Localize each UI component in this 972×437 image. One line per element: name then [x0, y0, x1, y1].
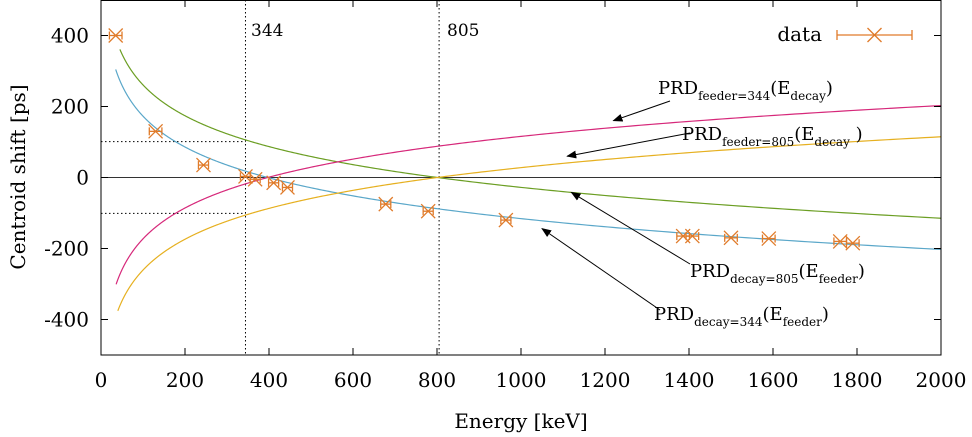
curve-1 [119, 49, 941, 219]
data-point [148, 123, 164, 139]
y-tick-label: 400 [51, 24, 89, 48]
x-tick-label: 800 [418, 368, 456, 392]
data-point [845, 235, 861, 251]
annotation-prd-feeder-344: PRDfeeder=344(Edecay) [658, 78, 833, 103]
x-tick-label: 0 [95, 368, 108, 392]
annotation-prd-feeder-805: PRDfeeder=805(Edecay ) [682, 124, 863, 149]
data-point [280, 179, 295, 195]
reference-lines [101, 0, 941, 355]
x-tick-label: 2000 [916, 368, 967, 392]
legend: data [777, 22, 913, 46]
model-curves [115, 49, 941, 312]
x-tick-label: 400 [250, 368, 288, 392]
arrow-feeder344 [612, 100, 671, 122]
legend-label-data: data [777, 22, 822, 46]
x-tick-label: 600 [334, 368, 372, 392]
x-tick-label: 1200 [580, 368, 631, 392]
annotation-prd-decay-344: PRDdecay=344(Efeeder) [654, 304, 829, 329]
data-point [832, 233, 848, 249]
arrow-feeder805 [566, 132, 691, 159]
curve-0 [115, 69, 941, 251]
data-point [684, 228, 700, 244]
y-tick-label: 200 [51, 95, 89, 119]
data-point [108, 28, 124, 43]
data-points [108, 28, 861, 251]
x-tick-label: 1000 [496, 368, 547, 392]
arrow-decay344 [541, 228, 661, 311]
y-tick-label: -400 [44, 308, 89, 332]
vline-label-805: 805 [447, 21, 479, 41]
curve-2 [115, 104, 941, 285]
axis-ticks: 0 200 400 600 800 1000 1200 1400 1600 1800 2000-40… [44, 0, 966, 392]
annotation-prd-decay-805: PRDdecay=805(Efeeder) [690, 261, 865, 286]
y-tick-label: -200 [44, 237, 89, 261]
annotation-arrows [541, 100, 691, 311]
y-axis-label: Centroid shift [ps] [6, 84, 30, 269]
legend-sample-data [836, 27, 913, 43]
data-point [761, 231, 777, 247]
curve-annotations: PRDfeeder=344(Edecay) PRDfeeder=805(Edec… [654, 78, 865, 329]
data-point [420, 203, 436, 219]
reference-line-labels: 344 805 [251, 21, 479, 41]
data-point [247, 171, 263, 187]
data-point [723, 230, 739, 246]
data-point [266, 175, 282, 191]
x-tick-label: 200 [166, 368, 204, 392]
x-tick-label: 1600 [748, 368, 799, 392]
x-axis-label: Energy [keV] [454, 409, 587, 433]
y-tick-label: 0 [76, 166, 89, 190]
arrow-decay805 [570, 191, 691, 265]
vline-label-344: 344 [251, 21, 283, 41]
data-point [498, 212, 514, 228]
x-tick-label: 1400 [664, 368, 715, 392]
data-point [378, 196, 394, 212]
curve-3 [117, 136, 941, 312]
x-tick-label: 1800 [832, 368, 883, 392]
data-point [196, 157, 211, 173]
